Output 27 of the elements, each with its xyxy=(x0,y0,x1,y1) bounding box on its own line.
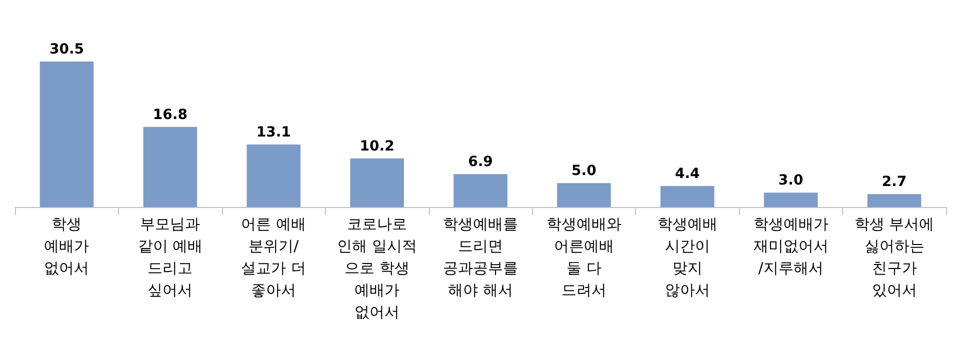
bar xyxy=(454,174,508,207)
bar xyxy=(143,126,198,207)
data-label: 30.5 xyxy=(49,41,84,58)
data-label: 4.4 xyxy=(674,166,700,182)
x-tick-label: 학생 부서에 싫어하는 친구가 있어서 xyxy=(854,215,934,299)
x-tick-label: 어른 예배 분위기/ 설교가 더 좋아서 xyxy=(241,215,306,299)
data-label: 3.0 xyxy=(778,172,804,189)
data-label: 10.2 xyxy=(360,138,394,154)
bar xyxy=(40,61,94,207)
bar xyxy=(867,194,922,207)
bar xyxy=(660,186,714,207)
bar xyxy=(557,183,611,207)
x-tick-label: 학생예배를 드리면 공과공부를 해야 해서 xyxy=(443,215,518,299)
data-label: 6.9 xyxy=(468,154,493,170)
bar xyxy=(246,144,301,207)
data-label: 16.8 xyxy=(152,106,188,123)
x-tick-label: 부모님과 같이 예배 드리고 싶어서 xyxy=(138,215,203,299)
data-label: 5.0 xyxy=(572,163,597,180)
bar xyxy=(764,192,818,207)
x-tick-label: 학생예배와 어른예배 둘 다 드려서 xyxy=(546,215,622,299)
x-tick-label: 코로나로 인해 일시적 으로 학생 예배가 없어서 xyxy=(337,215,417,321)
data-label: 13.1 xyxy=(256,124,291,140)
x-tick-label: 학생예배가 재미없어서 /지루해서 xyxy=(753,215,828,277)
data-label: 2.7 xyxy=(882,174,907,190)
bar xyxy=(350,158,404,207)
x-tick-label: 학생 예배가 없어서 xyxy=(44,215,90,277)
x-tick-label: 학생예배 시간이 맞지 않아서 xyxy=(657,215,718,299)
